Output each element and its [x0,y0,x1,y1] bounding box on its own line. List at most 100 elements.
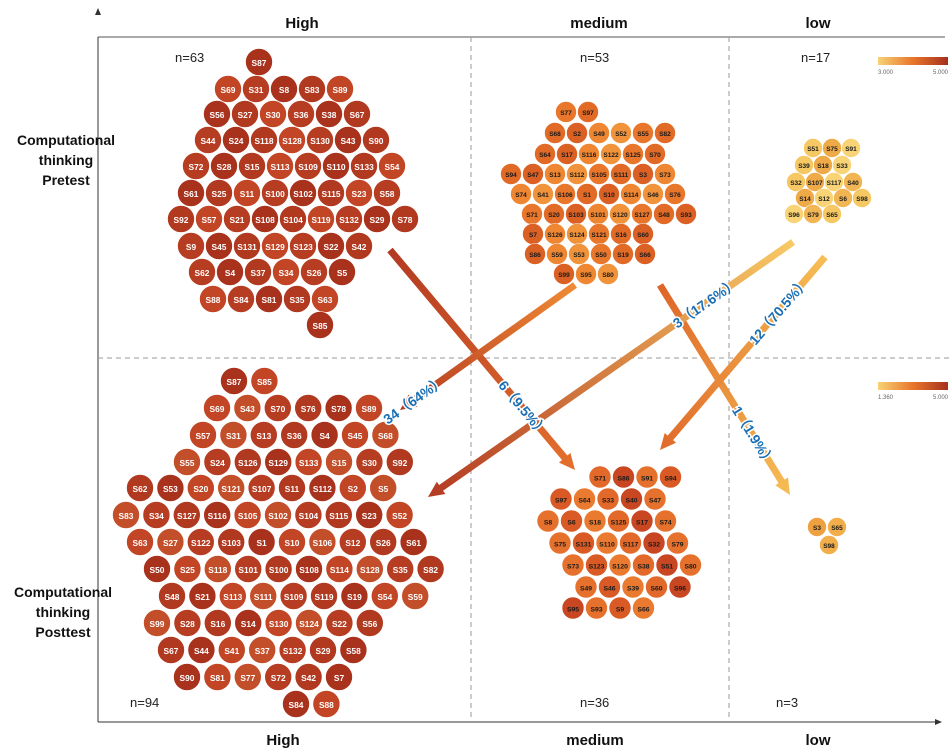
bubble-label: S100 [265,189,285,199]
bubble-pre-high [194,126,222,154]
bubble-pre-medium [500,163,522,185]
bubble-pre-high [261,232,289,260]
bubble-label: S46 [603,585,615,592]
bubble-label: S6 [839,196,847,203]
bubble-pre-high [272,258,300,286]
bubble-label: S133 [354,162,374,172]
bubble-label: S103 [221,538,241,548]
bubble-label: S70 [270,404,285,414]
bubble-label: S114 [330,565,349,575]
bubble-post-high [416,555,445,583]
bubble-label: S121 [221,484,241,494]
bubble-label: S118 [208,565,227,575]
bubble-post-high [385,501,414,529]
bubble-label: S133 [299,458,319,468]
bubble-post-medium [621,575,645,599]
bubble-pre-high [233,232,261,260]
bubble-label: S21 [230,215,245,225]
bubble-pre-high [270,75,298,103]
bubble-label: S114 [624,192,639,199]
bubble-post-high [157,636,185,664]
bubble-post-high [355,394,383,422]
bubble-label: S107 [252,484,272,494]
bubble-label: S19 [347,592,362,602]
bubble-label: S124 [569,232,585,239]
bubble-post-high [295,609,323,637]
bubble-post-medium [574,575,598,599]
bubble-label: S72 [189,162,204,172]
bubble-label: S14 [799,196,811,203]
bubble-pre-medium [654,163,676,185]
bubble-label: S118 [254,136,273,146]
bubble-label: S104 [283,215,303,225]
bubble-label: S55 [180,458,195,468]
bubble-label: S60 [650,585,662,592]
bubble-post-high [341,421,369,449]
transition-arrow-pre-low-to-post-medium [660,254,828,450]
bubble-label: S113 [270,162,289,172]
bubble-pre-medium [554,183,576,205]
bubble-pre-high [306,126,334,154]
bubble-label: S131 [576,541,592,548]
bubble-label: S88 [319,700,334,710]
bubble-label: S45 [348,431,363,441]
bubble-post-high [218,636,246,664]
bubble-label: S10 [285,538,300,548]
bubble-label: S15 [245,162,260,172]
bubble-post-high [278,636,307,664]
bubble-post-high [250,367,279,395]
bubble-pre-high [289,179,317,207]
bubble-label: S65 [831,525,843,532]
col-label-bottom-medium: medium [566,732,624,749]
bubble-label: S92 [392,458,407,468]
bubble-pre-medium [544,122,566,144]
bubble-label: S13 [549,172,561,179]
bubble-label: S61 [406,538,421,548]
bubble-label: S11 [240,189,255,199]
bubble-label: S93 [680,212,692,219]
bubble-label: S102 [293,189,313,199]
bubble-post-medium [536,509,560,533]
bubble-post-medium [572,531,595,555]
bubble-label: S48 [658,212,670,219]
bubble-pre-high [251,205,279,233]
bubble-label: S61 [184,189,199,199]
row-label-pretest-line2: thinking [39,152,93,168]
bubble-label: S53 [163,484,178,494]
count-pre-low: n=17 [801,50,830,65]
bubble-label: S56 [362,619,377,629]
bubble-pre-medium [553,263,575,285]
bubble-pre-high [233,179,261,207]
bubble-post-high [188,582,217,610]
bubble-label: S70 [649,152,661,159]
bubble-label: S86 [617,475,629,482]
bubble-label: S123 [293,242,313,252]
bubble-post-high [203,394,231,422]
bubble-post-high [280,421,309,449]
bubble-post-high [158,582,186,610]
bubble-label: S68 [378,431,393,441]
legend-posttest-min: 1.360 [878,395,894,401]
bubble-label: S108 [255,215,275,225]
bubble-pre-high [335,205,363,233]
bubble-label: S115 [329,511,348,521]
bubble-label: S73 [567,563,579,570]
bubble-label: S131 [237,242,257,252]
bubble-label: S124 [299,619,319,629]
bubble-label: S37 [255,646,270,656]
bubble-label: S11 [285,484,300,494]
bubble-pre-low [841,138,861,158]
bubble-label: S62 [195,268,210,278]
bubble-post-high [217,528,245,556]
bubble-pre-medium [532,183,554,205]
row-label-pretest-line3: Pretest [42,172,90,188]
bubble-post-medium [619,531,642,555]
bubble-label: S10 [603,192,615,199]
bubble-label: S128 [282,136,302,146]
bubble-label: S75 [826,146,838,153]
bubble-pre-high [245,48,273,76]
bubble-label: S59 [551,252,563,259]
bubble-post-high [219,582,247,610]
bubble-pre-high [362,126,390,154]
